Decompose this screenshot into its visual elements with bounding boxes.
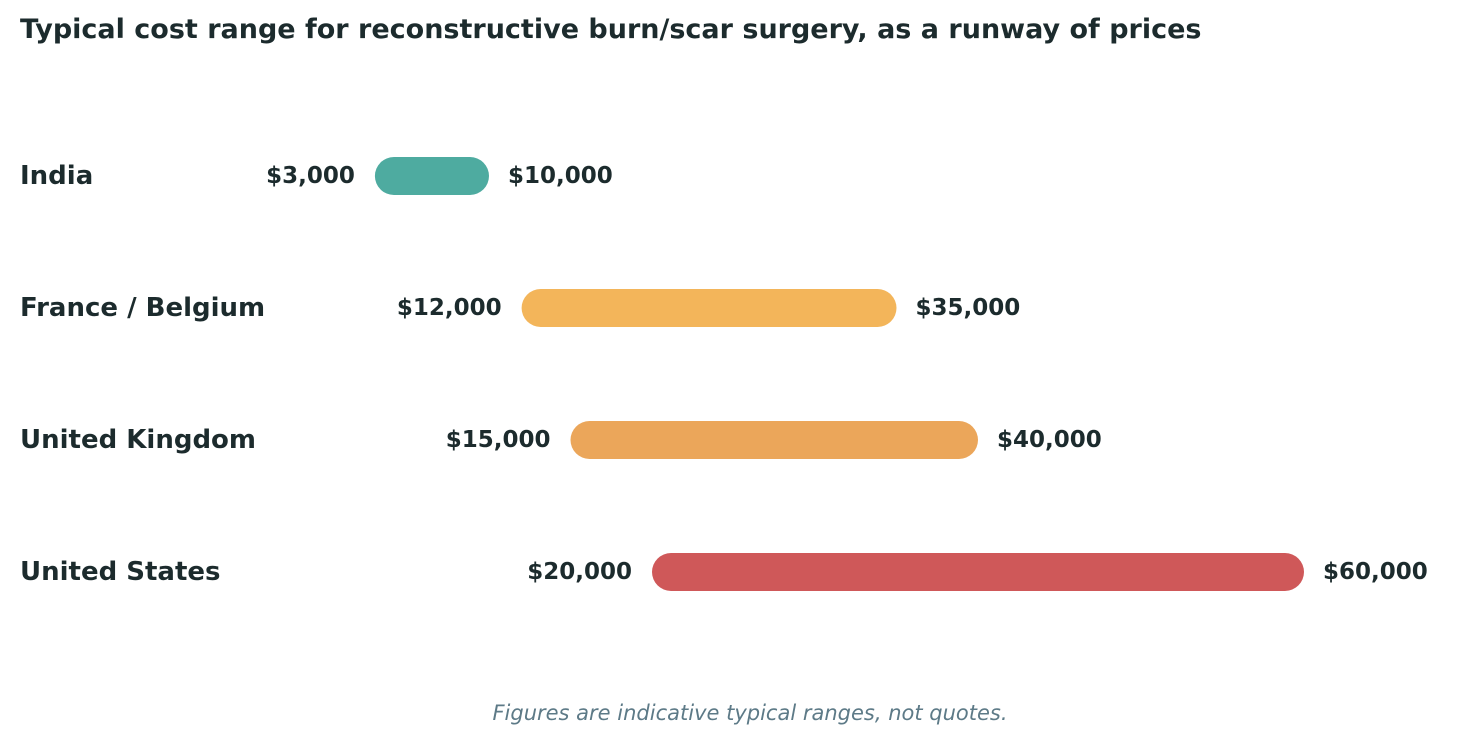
range-bar (570, 421, 978, 459)
range-chart: India $3,000 $10,000 France / Belgium $12,00… (20, 157, 1428, 591)
high-value-label: $60,000 (1323, 559, 1428, 585)
range-bar (652, 553, 1304, 591)
high-value-label: $10,000 (508, 163, 613, 189)
high-value-label: $40,000 (997, 427, 1102, 453)
high-value-label: $35,000 (916, 295, 1021, 321)
low-value-label: $15,000 (446, 427, 551, 453)
low-value-label: $12,000 (397, 295, 502, 321)
chart-title: Typical cost range for reconstructive bu… (20, 14, 1202, 45)
low-value-label: $20,000 (527, 559, 632, 585)
category-label: United States (20, 557, 221, 587)
category-label: India (20, 161, 93, 191)
category-label: United Kingdom (20, 425, 256, 455)
category-label: France / Belgium (20, 293, 265, 323)
range-bar (521, 289, 897, 327)
range-bar (374, 157, 489, 195)
low-value-label: $3,000 (266, 163, 355, 189)
chart-footnote: Figures are indicative typical ranges, n… (492, 701, 1008, 725)
